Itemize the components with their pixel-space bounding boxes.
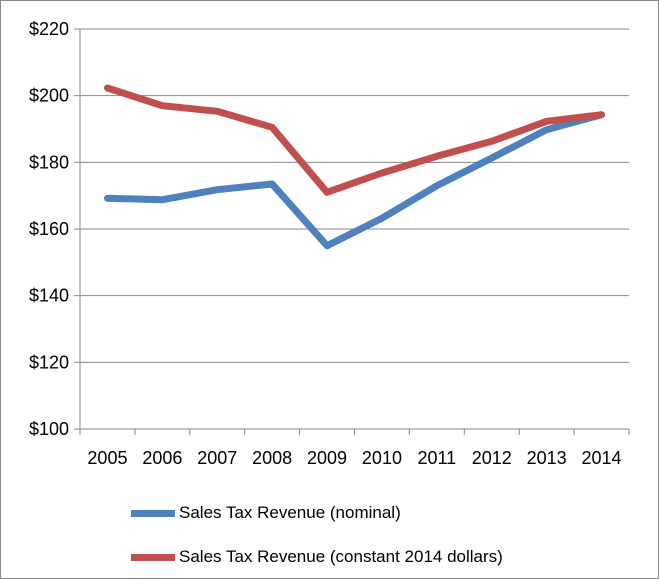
y-tick-label: $220 [29,19,69,39]
x-tick-label: 2010 [362,448,402,468]
y-tick-label: $160 [29,219,69,239]
legend-label-constant: Sales Tax Revenue (constant 2014 dollars… [179,547,503,566]
y-tick-label: $180 [29,152,69,172]
x-tick-label: 2007 [197,448,237,468]
legend: Sales Tax Revenue (nominal) Sales Tax Re… [131,491,503,579]
legend-label-nominal: Sales Tax Revenue (nominal) [179,503,401,522]
legend-item-constant: Sales Tax Revenue (constant 2014 dollars… [131,535,503,579]
x-tick-label: 2013 [527,448,567,468]
x-tick-label: 2005 [87,448,127,468]
legend-item-nominal: Sales Tax Revenue (nominal) [131,491,503,535]
y-tick-label: $200 [29,86,69,106]
x-tick-label: 2009 [307,448,347,468]
legend-swatch-constant [131,553,175,561]
x-tick-label: 2012 [472,448,512,468]
series-line-constant [104,84,605,196]
legend-swatch-nominal [131,509,175,517]
series-line-nominal [104,111,605,250]
y-tick-label: $100 [29,419,69,439]
x-tick-label: 2008 [252,448,292,468]
x-tick-label: 2011 [417,448,456,468]
x-tick-label: 2006 [142,448,182,468]
y-tick-label: $140 [29,286,69,306]
x-tick-label: 2014 [582,448,622,468]
y-tick-label: $120 [29,352,69,372]
